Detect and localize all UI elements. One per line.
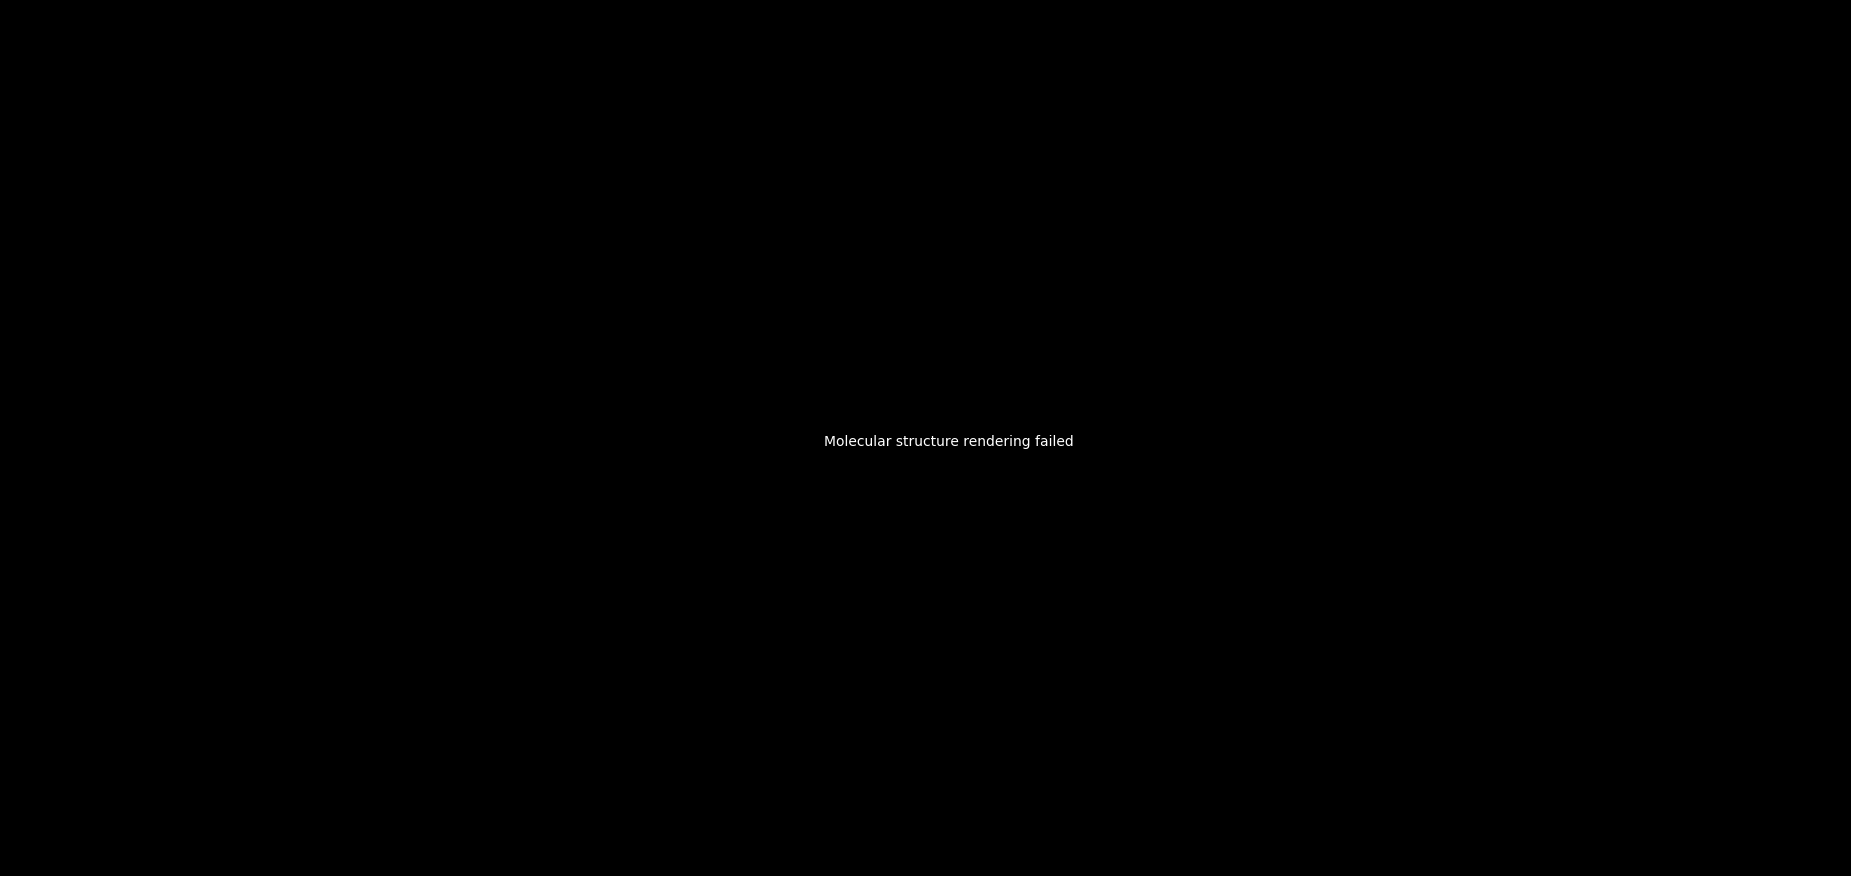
Text: Molecular structure rendering failed: Molecular structure rendering failed: [824, 435, 1074, 449]
